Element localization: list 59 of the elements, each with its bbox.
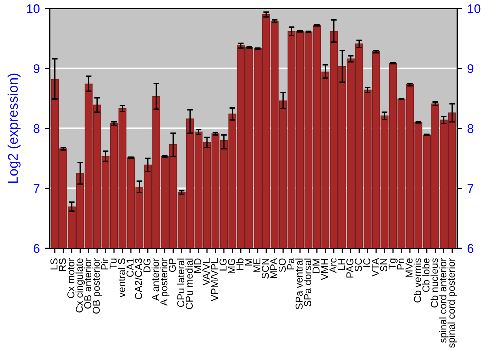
x-tick-label: CPu medial — [186, 258, 194, 310]
x-tick-label: Tg — [388, 258, 398, 270]
x-tick-label: spinal cord posterior — [448, 258, 458, 348]
y-tick-label: 10 — [27, 4, 40, 14]
x-tick-label: MPA — [270, 258, 278, 278]
x-tick-label: SCN — [262, 259, 270, 279]
y2-tick-label: 8 — [468, 124, 474, 134]
x-tick-label: DG — [144, 258, 151, 272]
x-tick-label: Cb vermis — [414, 258, 422, 303]
x-tick-label: CA1 — [126, 258, 134, 278]
x-tick-label: Cb lobe — [422, 258, 430, 292]
y2-tick-label: 6 — [468, 244, 474, 254]
x-tick-label: ventral S — [118, 258, 126, 298]
x-tick-label: GP — [169, 258, 176, 272]
x-tick-label: VPM/VPL — [211, 258, 218, 302]
x-tick-label: SPa ventral — [296, 258, 303, 310]
x-tick-label: M — [245, 259, 252, 266]
x-tick-label: A anterior — [152, 258, 160, 302]
x-tick-label: PAG — [346, 258, 354, 278]
x-tick-label: spinal cord anterior — [439, 258, 449, 343]
x-tick-label: OB posterior — [92, 258, 102, 314]
y-tick-label: 9 — [34, 64, 40, 74]
x-tick-label: VMH — [321, 259, 328, 280]
x-tick-label: Cb nucleus — [430, 258, 438, 308]
x-tick-label: MVe — [406, 258, 413, 278]
x-tick-label: Pn — [397, 258, 404, 270]
y-axis-title: Log2 (expression) — [8, 74, 21, 184]
y2-tick-label: 10 — [468, 4, 481, 14]
y-tick-label: 7 — [34, 184, 40, 194]
x-tick-label: Pa — [288, 258, 294, 270]
x-tick-label: SPa dorsal — [304, 258, 312, 307]
x-tick-label: LG — [220, 258, 227, 271]
x-tick-label: MG — [228, 258, 236, 274]
x-tick-label: MD — [194, 258, 202, 273]
x-tick-label: CPu lateral — [177, 258, 185, 308]
x-tick-label: Cx cingulate — [76, 258, 86, 313]
x-tick-label: Tu — [110, 258, 117, 270]
x-tick-label: Hb — [236, 258, 244, 270]
x-tick-label: SC — [355, 258, 362, 272]
y2-tick-label: 7 — [468, 184, 474, 194]
x-tick-label: Cx motor — [68, 258, 75, 298]
x-tick-label: CA2/CA3 — [134, 258, 142, 300]
y-tick-label: 6 — [34, 244, 40, 254]
x-tick-label: RS — [59, 258, 66, 272]
x-tick-label: DM — [312, 259, 320, 273]
x-tick-label: ME — [254, 258, 261, 272]
x-tick-label: LS — [50, 258, 58, 270]
x-tick-label: VTA — [372, 258, 379, 277]
y2-tick-label: 9 — [468, 64, 474, 74]
x-tick-label: SN — [380, 259, 388, 272]
x-tick-label: OB anterior — [84, 258, 92, 309]
x-tick-label: A posterior — [160, 258, 170, 306]
x-tick-label: SO — [278, 258, 286, 272]
y-tick-label: 8 — [34, 124, 40, 134]
x-tick-label: IC — [363, 258, 371, 268]
x-tick-label: Arc — [330, 258, 337, 274]
x-tick-label: LH — [338, 259, 346, 270]
x-tick-label: Pir — [101, 258, 108, 270]
x-tick-label: VA/VL — [202, 258, 210, 286]
